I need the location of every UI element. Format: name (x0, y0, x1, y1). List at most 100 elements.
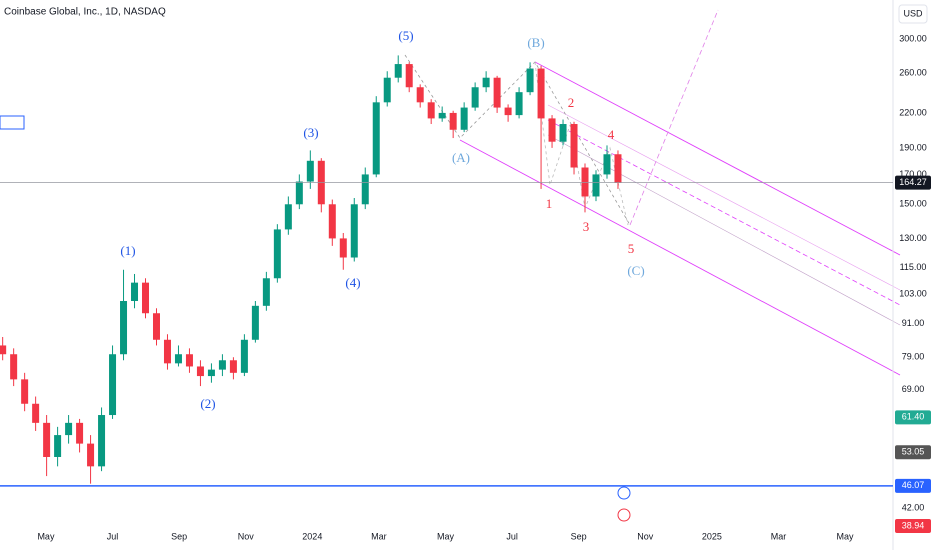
candle-body (339, 238, 347, 258)
y-tick-label: 190.00 (899, 142, 927, 152)
candle-body (449, 112, 457, 130)
candle-body (76, 422, 84, 444)
candle-body (21, 379, 29, 404)
price-badge (895, 478, 931, 493)
candle-body (559, 124, 567, 142)
candle-body (438, 112, 446, 119)
x-tick-label: Mar (771, 531, 787, 541)
y-tick-label: 170.00 (899, 169, 927, 179)
candle-body (185, 354, 193, 367)
wave-label: (2) (200, 396, 215, 411)
wave-label: (1) (120, 243, 135, 258)
chart-title: Coinbase Global, Inc., 1D, NASDAQ (4, 7, 166, 18)
x-tick-label: Sep (171, 531, 187, 541)
wave-label: 5 (628, 241, 635, 256)
price-badge (895, 175, 931, 190)
candle-body (416, 87, 424, 103)
candle-body (152, 313, 160, 340)
event-icon[interactable] (617, 486, 631, 500)
price-badge (895, 518, 931, 533)
currency-button[interactable] (898, 4, 928, 24)
y-tick-label: 42.00 (902, 502, 925, 512)
y-tick-label: 115.00 (900, 262, 927, 272)
wave-label: (3) (303, 125, 318, 140)
pitchfork-median (547, 119, 901, 306)
price-badge (895, 410, 931, 425)
y-tick-label: 300.00 (899, 33, 927, 43)
candle-body (504, 107, 512, 116)
candle-body (361, 174, 369, 205)
candle-body (120, 301, 128, 355)
candle-body (537, 68, 545, 119)
drawings (404, 9, 901, 376)
candle-body (251, 305, 259, 340)
candle-body (87, 443, 95, 467)
candle-body (174, 354, 182, 364)
candle-body (350, 204, 358, 258)
candle-body (109, 354, 117, 416)
candle-body (229, 360, 237, 373)
candle-body (570, 124, 578, 168)
candle-body (10, 354, 18, 380)
candle-body (394, 64, 402, 78)
candle-body (54, 435, 62, 457)
y-tick-label: 220.00 (899, 107, 927, 117)
pitchfork-inner (547, 134, 901, 326)
x-tick-label: May (437, 531, 455, 541)
y-tick-label: 150.00 (899, 199, 927, 209)
pitchfork-upper (534, 61, 901, 256)
left-box (0, 115, 25, 130)
wave-label: 3 (583, 219, 590, 234)
candle-body (32, 403, 40, 423)
wave-label: (4) (345, 275, 360, 290)
candle-body (372, 102, 380, 175)
x-tick-label: Nov (238, 531, 255, 541)
y-tick-label: 79.00 (902, 352, 925, 362)
candle-body (295, 181, 303, 205)
candle-body (515, 92, 523, 116)
candle-body (306, 160, 314, 182)
projection (629, 9, 719, 226)
x-tick-label: Mar (371, 531, 387, 541)
candle-body (262, 278, 270, 306)
price-badge-label: 61.40 (902, 412, 925, 422)
y-tick-label: 260.00 (899, 67, 927, 77)
y-tick-label: 69.00 (902, 384, 925, 394)
candle-body (98, 415, 106, 467)
candle-body (383, 77, 391, 103)
candle-body (592, 174, 600, 197)
candle-body (603, 154, 611, 175)
pitchfork-lower (459, 139, 901, 376)
candle-body (526, 68, 534, 93)
wave-label: 1 (546, 196, 553, 211)
candle-body (548, 118, 556, 142)
candle-body (43, 422, 51, 457)
candle-body (493, 77, 501, 108)
x-tick-label: May (37, 531, 55, 541)
candle-body (328, 204, 336, 239)
candle-body (65, 422, 73, 436)
wave-label: (5) (398, 28, 413, 43)
candle-body (131, 282, 139, 302)
candle-body (427, 102, 435, 119)
candle-body (0, 345, 7, 355)
y-tick-label: 130.00 (899, 233, 927, 243)
price-badge-label: 38.94 (902, 520, 925, 530)
candle-body (142, 282, 150, 314)
x-tick-label: Sep (571, 531, 587, 541)
pitchfork-inner (547, 104, 901, 291)
price-badge-label: 46.07 (902, 480, 925, 490)
candle-body (163, 339, 171, 364)
currency-label: USD (903, 8, 923, 18)
candle-body (218, 360, 226, 370)
y-tick-label: 91.00 (902, 318, 925, 328)
event-icon[interactable] (617, 508, 631, 522)
wave-label: (B) (527, 35, 544, 50)
candle-body (196, 366, 204, 377)
x-tick-label: Jul (107, 531, 119, 541)
candle-body (273, 229, 281, 279)
candle-body (581, 167, 589, 197)
candle-body (284, 204, 292, 230)
wave-label: (A) (452, 150, 470, 165)
